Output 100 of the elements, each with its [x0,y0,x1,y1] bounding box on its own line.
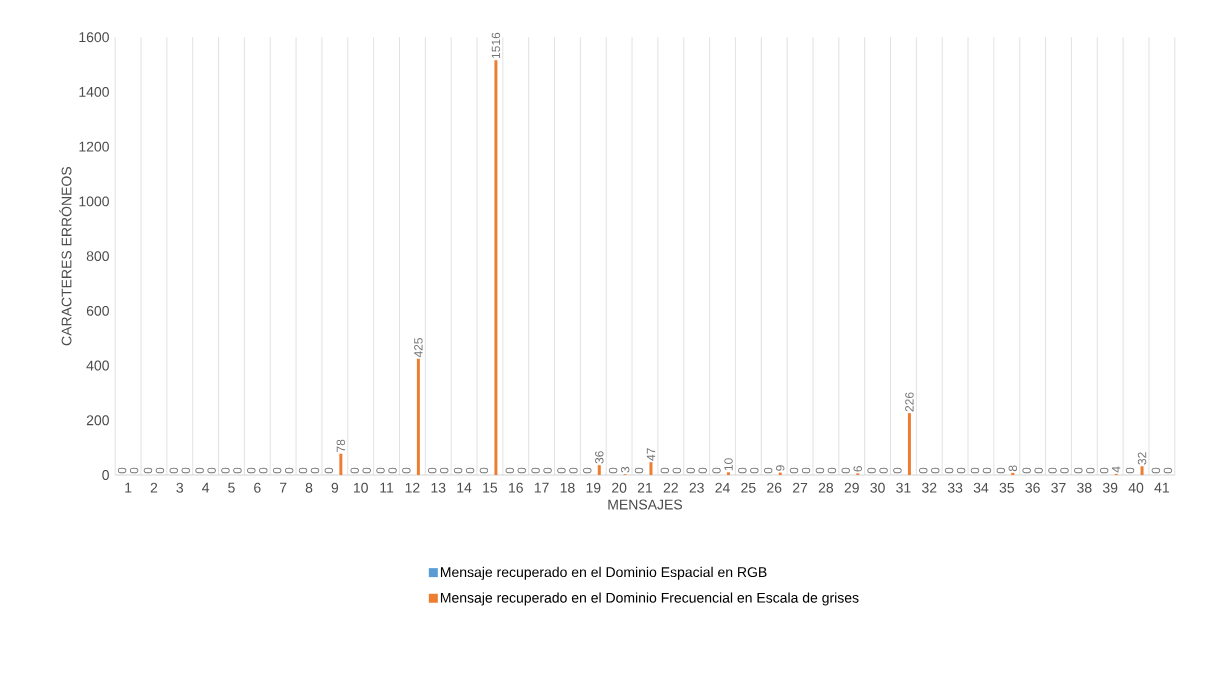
data-label: 0 [362,467,371,474]
data-label: 0 [221,467,230,474]
data-label: 0 [996,467,1006,474]
x-tick-label: 21 [637,482,653,493]
data-label: 0 [453,467,463,474]
x-tick-label: 24 [715,482,730,493]
y-axis-title: CARACTERES ERRÓNEOS [59,166,72,346]
data-label: 0 [195,467,204,474]
data-label: 10 [724,458,733,471]
data-label: 0 [1022,467,1031,474]
x-tick-label: 9 [331,482,339,493]
bar [416,358,420,475]
bar [494,60,498,475]
data-label: 0 [479,467,489,474]
y-tick-label: 1000 [79,196,109,207]
data-label: 0 [169,467,179,474]
data-label: 0 [439,467,449,474]
data-label: 0 [117,467,127,474]
data-label: 78 [336,439,346,452]
data-label: 0 [310,467,320,474]
data-label: 425 [414,337,423,358]
x-tick-label: 31 [896,482,911,493]
x-tick-label: 10 [353,482,368,493]
x-tick-label: 1 [125,482,132,493]
data-label: 0 [298,467,308,474]
legend-label: Mensaje recuperado en el Dominio Frecuencial en Escala de grises [440,592,859,606]
x-tick-label: 35 [999,482,1014,493]
x-tick-label: 14 [457,482,472,493]
legend-label: Mensaje recuperado en el Dominio Espacial en RGB [440,566,767,580]
data-label: 0 [698,467,707,474]
data-label: 0 [789,467,799,474]
data-label: 6 [853,465,862,472]
x-tick-label: 8 [305,482,313,493]
data-label: 0 [672,467,682,474]
data-label: 0 [557,467,566,474]
data-label: 0 [608,467,618,474]
data-label: 0 [982,467,992,474]
data-label: 0 [388,467,397,474]
data-label: 0 [841,467,850,474]
data-label: 0 [402,467,411,474]
data-label: 36 [595,451,604,464]
bar [727,472,731,475]
x-tick-label: 27 [792,482,808,493]
x-tick-label: 7 [279,482,287,493]
bar [907,413,911,475]
data-label: 0 [284,467,294,474]
x-tick-label: 12 [405,482,420,493]
x-tick-label: 32 [922,482,937,493]
x-tick-label: 38 [1077,482,1092,493]
y-tick-label: 800 [86,251,109,261]
y-tick-label: 0 [102,469,109,480]
data-label: 0 [931,467,940,474]
x-tick-label: 4 [202,482,210,493]
x-tick-label: 40 [1128,482,1144,493]
y-tick-label: 200 [86,415,109,426]
data-label: 0 [750,467,759,474]
y-tick-label: 1400 [79,86,109,97]
x-tick-label: 15 [483,482,498,493]
y-tick-label: 1200 [79,141,109,152]
x-tick-label: 39 [1102,482,1118,493]
x-tick-label: 22 [663,482,678,493]
data-label: 0 [129,467,139,474]
x-tick-label: 6 [254,482,261,493]
data-label: 0 [712,467,721,474]
data-label: 0 [1086,467,1095,474]
x-tick-label: 17 [534,482,549,493]
bar [1140,466,1144,475]
data-label: 0 [827,467,837,474]
data-label: 0 [247,467,256,474]
data-label: 0 [143,467,153,474]
data-label: 32 [1137,452,1147,465]
data-label: 0 [956,467,966,474]
data-label: 0 [376,467,385,474]
data-label: 0 [324,467,334,474]
y-tick-label: 400 [86,360,109,371]
data-label: 0 [181,467,191,474]
data-label: 0 [970,467,980,474]
data-label: 3 [620,466,630,473]
x-tick-label: 16 [509,482,523,493]
data-label: 0 [738,467,747,474]
data-label: 0 [1034,467,1043,474]
data-label: 0 [763,467,773,474]
data-label: 0 [517,467,526,474]
data-label: 0 [350,467,359,474]
x-tick-label: 41 [1154,482,1169,493]
data-label: 0 [569,467,578,474]
data-label: 0 [427,467,437,474]
data-label: 4 [1112,466,1121,473]
data-label: 0 [634,467,644,474]
y-tick-label: 1600 [79,32,109,43]
x-tick-label: 18 [560,482,575,493]
data-label: 0 [543,467,552,474]
data-label: 0 [801,467,811,474]
data-label: 0 [867,467,876,474]
data-label: 0 [660,467,670,474]
data-label: 0 [207,467,216,474]
x-tick-label: 28 [818,482,834,493]
data-label: 0 [505,467,514,474]
data-label: 1516 [491,32,501,58]
data-label: 0 [1163,467,1173,474]
